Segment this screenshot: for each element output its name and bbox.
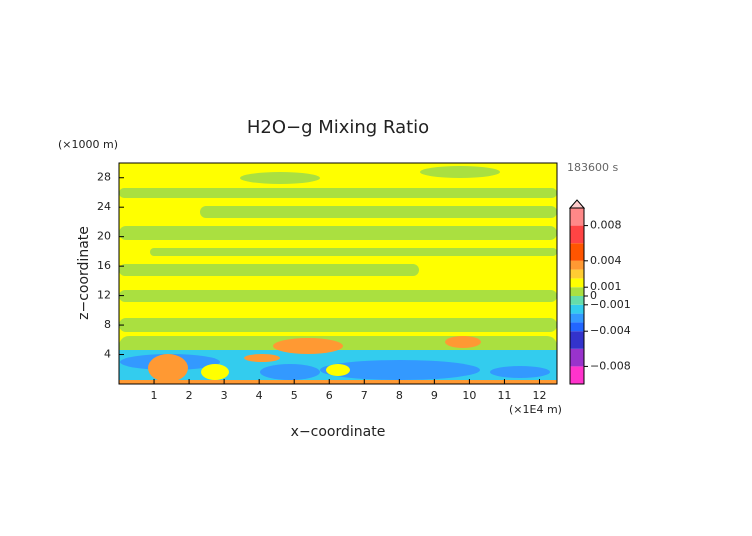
y-tick-label: 24 (97, 200, 111, 213)
colorbar-band (570, 225, 584, 244)
time-label: 183600 s (567, 161, 618, 174)
contour-field (119, 163, 557, 384)
x-tick-label: 5 (291, 389, 298, 402)
colorbar-band (570, 243, 584, 261)
colorbar-band (570, 331, 584, 349)
y-tick-label: 20 (97, 230, 111, 243)
colorbar-band (570, 366, 584, 384)
colorbar-tick-label: −0.004 (590, 324, 631, 337)
x-tick-label: 1 (151, 389, 158, 402)
x-tick-label: 7 (361, 389, 368, 402)
x-axis-title: x−coordinate (291, 424, 386, 440)
colorbar-band (570, 322, 584, 332)
colorbar-band (570, 287, 584, 296)
colorbar-band (570, 260, 584, 270)
colorbar-tick-label: 0 (590, 289, 597, 302)
colorbar-tick-label: 0.008 (590, 219, 622, 232)
plot-frame (118, 162, 558, 385)
colorbar-tick-label: −0.001 (590, 298, 631, 311)
x-tick-label: 8 (396, 389, 403, 402)
colorbar-band (570, 296, 584, 305)
colorbar-tick-label: 0.004 (590, 254, 622, 267)
y-unit: (×1000 m) (58, 138, 118, 151)
y-axis-title: z−coordinate (76, 226, 92, 320)
colorbar-band (570, 348, 584, 367)
x-tick-label: 9 (431, 389, 438, 402)
x-tick-label: 3 (221, 389, 228, 402)
colorbar-band (570, 304, 584, 314)
colorbar-band (570, 278, 584, 288)
colorbar-tick-label: −0.008 (590, 359, 631, 372)
x-tick-label: 2 (186, 389, 193, 402)
y-tick-label: 16 (97, 259, 111, 272)
colorbar-band (570, 208, 584, 226)
y-tick-label: 8 (104, 318, 111, 331)
y-tick-label: 4 (104, 348, 111, 361)
x-tick-label: 12 (532, 389, 546, 402)
x-unit: (×1E4 m) (509, 403, 562, 416)
chart-title: H2O−g Mixing Ratio (247, 117, 429, 138)
x-tick-label: 11 (497, 389, 511, 402)
colorbar-extend (568, 199, 586, 209)
y-tick-label: 28 (97, 171, 111, 184)
x-tick-label: 4 (256, 389, 263, 402)
colorbar-band (570, 269, 584, 279)
y-tick-label: 12 (97, 289, 111, 302)
x-tick-label: 6 (326, 389, 333, 402)
x-tick-label: 10 (462, 389, 476, 402)
colorbar-band (570, 313, 584, 323)
colorbar-tick-label: 0.001 (590, 280, 622, 293)
